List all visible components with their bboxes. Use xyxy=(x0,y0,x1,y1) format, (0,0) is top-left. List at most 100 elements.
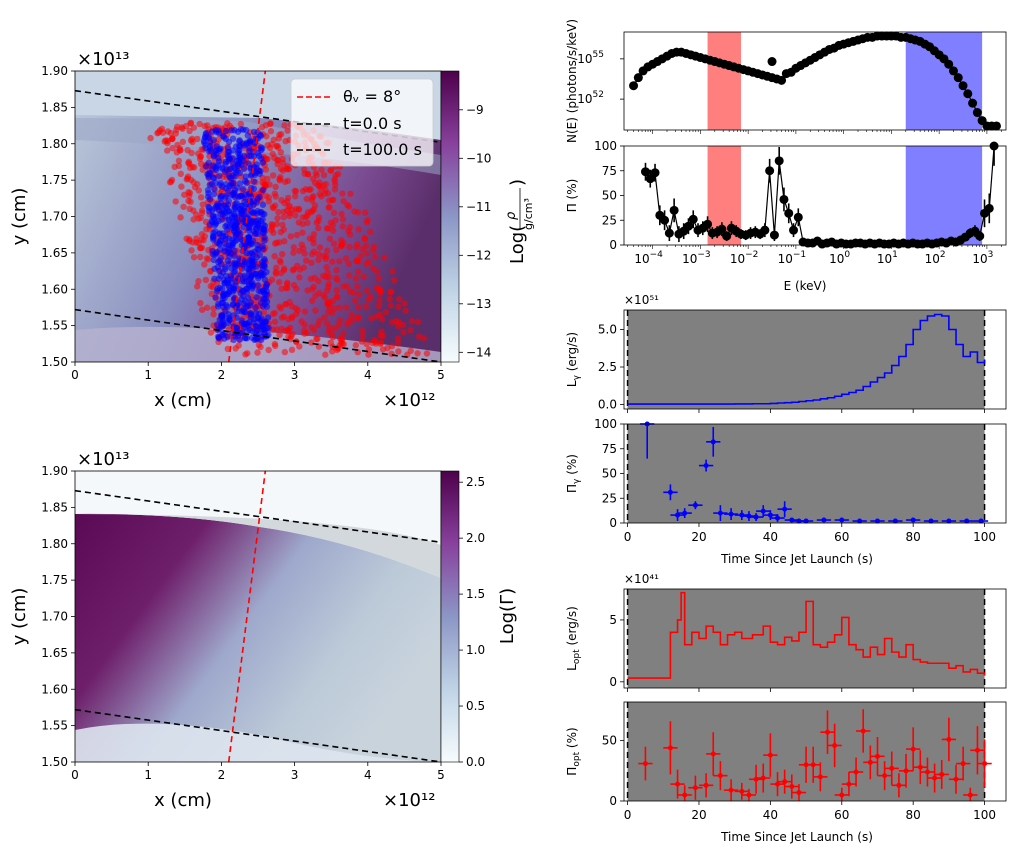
optical-photon xyxy=(330,305,338,312)
optical-photon xyxy=(316,244,324,251)
optical-photon xyxy=(352,342,360,349)
optical-photon xyxy=(363,287,371,294)
optical-photon xyxy=(328,329,335,337)
optical-photon xyxy=(288,346,296,354)
optical-photon xyxy=(346,288,354,295)
optical-photon xyxy=(187,198,194,206)
optical-photon xyxy=(339,216,347,223)
optical-photon xyxy=(342,304,350,311)
optical-photon xyxy=(172,198,179,205)
y-tick-label: 1.55 xyxy=(41,319,68,333)
gamma-photon xyxy=(236,169,244,177)
optical-photon xyxy=(339,190,346,197)
x-tick-label: 100 xyxy=(973,808,996,822)
gamma-photon xyxy=(246,152,253,160)
optical-photon xyxy=(407,347,414,355)
optical-photon xyxy=(310,231,318,238)
optical-photon xyxy=(276,331,283,339)
gamma-photon xyxy=(231,238,239,245)
gamma-photon xyxy=(238,209,245,217)
optical-polarization-point xyxy=(775,781,781,787)
spectrum-gamma-band xyxy=(905,32,983,130)
gamma-photon xyxy=(253,293,260,301)
spectral-pol-point xyxy=(683,221,693,231)
optical-photon xyxy=(368,314,375,322)
gamma-photon xyxy=(246,250,253,257)
y-tick-label: 5 xyxy=(609,613,617,627)
optical-polarization-point xyxy=(782,779,788,785)
x-tick-label: 100 xyxy=(829,250,850,266)
optical-photon xyxy=(323,225,331,232)
optical-photon xyxy=(347,190,354,197)
gamma-photon xyxy=(254,241,261,249)
x-tick-label: 0 xyxy=(624,808,632,822)
x-tick-label: 10−1 xyxy=(778,250,807,266)
optical-photon xyxy=(338,337,346,344)
optical-photon xyxy=(255,341,263,349)
optical-photon xyxy=(333,246,340,254)
optical-photon xyxy=(322,255,329,263)
optical-photon xyxy=(292,212,299,219)
gamma-photon xyxy=(216,172,223,180)
optical-photon xyxy=(274,215,281,222)
optical-photon xyxy=(314,321,322,329)
optical-photon xyxy=(186,237,193,245)
gamma-photon xyxy=(259,201,267,208)
optical-photon xyxy=(388,342,396,350)
optical-photon xyxy=(301,308,309,315)
optical-photon xyxy=(346,231,354,238)
gamma-photon xyxy=(225,311,232,318)
optical-polarization-point xyxy=(874,753,880,759)
colorbar-tick-label: −9 xyxy=(466,103,484,117)
gamma-polarization-point xyxy=(703,463,709,469)
optical-photon xyxy=(279,250,286,258)
y-tick-label: 0.0 xyxy=(598,398,617,412)
optical-photon xyxy=(372,253,379,261)
gamma-photon xyxy=(242,173,249,180)
gamma-photon xyxy=(241,152,248,160)
gamma-polarization-point xyxy=(857,518,863,524)
gamma-photon xyxy=(225,172,233,179)
gamma-photon xyxy=(224,319,232,327)
colorbar-tick-label: −14 xyxy=(466,345,491,359)
optical-photon xyxy=(263,133,270,140)
optical-photon xyxy=(365,351,372,358)
gamma-photon xyxy=(240,324,248,331)
gamma-photon xyxy=(259,225,266,232)
optical-photon xyxy=(204,122,211,129)
optical-photon xyxy=(167,129,175,137)
gamma-photon xyxy=(261,262,268,269)
optical-photon xyxy=(277,173,284,181)
optical-photon xyxy=(359,332,367,340)
optical-photon xyxy=(282,138,289,145)
optical-photon xyxy=(394,340,402,347)
optical-photon xyxy=(277,165,285,173)
optical-photon xyxy=(333,287,341,294)
optical-photon xyxy=(420,334,428,342)
x-tick-label: 2 xyxy=(218,368,226,382)
optical-photon xyxy=(354,314,361,321)
density-outflow-region xyxy=(75,115,441,362)
gamma-photon xyxy=(245,160,252,167)
optical-photon xyxy=(346,272,353,279)
cbar-label-prefix: Log( xyxy=(507,225,528,264)
optical-photon xyxy=(280,226,288,233)
optical-photon xyxy=(386,295,393,303)
gamma-photon xyxy=(240,165,248,172)
optical-photon xyxy=(281,348,289,356)
optical-photon xyxy=(345,318,352,325)
legend-label-t100: t=100.0 s xyxy=(343,140,422,159)
x-tick-label: 5 xyxy=(437,768,445,782)
gamma-photon xyxy=(210,175,217,182)
optical-photon xyxy=(320,272,327,280)
colorbar-tick-label: 0.5 xyxy=(466,699,485,713)
gamma-photon xyxy=(216,240,223,247)
gamma-photon xyxy=(214,303,222,310)
optical-photon xyxy=(317,185,324,192)
optical-photon xyxy=(276,257,284,264)
spectral-pol-point xyxy=(984,203,994,213)
optical-photon xyxy=(354,268,362,276)
optical-photon xyxy=(273,326,280,333)
optical-photon xyxy=(365,296,372,303)
